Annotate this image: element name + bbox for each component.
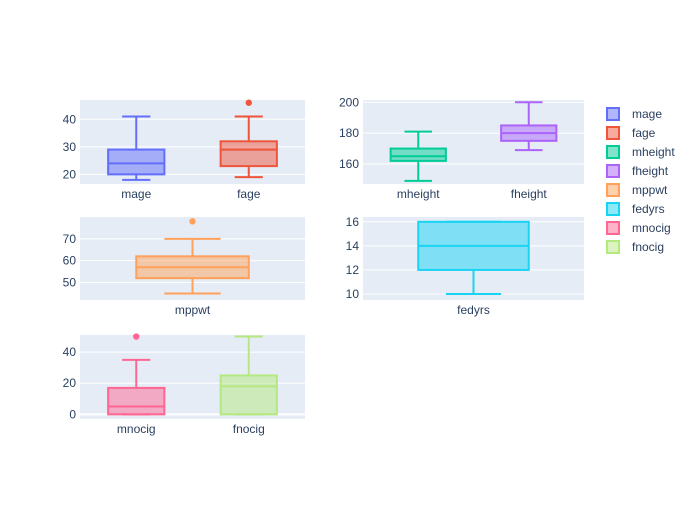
subplot-s4: 10 12 14 16 fedyrs <box>346 215 584 317</box>
y-tick-label: 40 <box>63 345 77 359</box>
y-tick-label: 200 <box>339 95 359 109</box>
legend-label: mheight <box>632 145 675 159</box>
legend-swatch <box>606 164 620 178</box>
box-mppwt[interactable] <box>135 218 250 295</box>
x-tick-label: mage <box>121 187 151 201</box>
legend-swatch <box>606 240 620 254</box>
subplot-s5: 0 20 40 mnocig fnocig <box>63 333 305 436</box>
y-tick-label: 10 <box>346 287 360 301</box>
box-iqr <box>389 147 447 162</box>
x-tick-label: fnocig <box>233 422 265 436</box>
y-tick-label: 20 <box>63 376 77 390</box>
legend-item-fage[interactable]: fage <box>606 126 656 140</box>
legend-swatch <box>606 183 620 197</box>
legend-item-mppwt[interactable]: mppwt <box>606 183 668 197</box>
subplot-s3: 50 60 70 mppwt <box>63 217 305 317</box>
y-tick-label: 0 <box>69 407 76 421</box>
x-tick-label: fheight <box>511 187 548 201</box>
legend-label: mage <box>632 107 662 121</box>
box-fheight[interactable] <box>500 101 558 152</box>
box-mnocig[interactable] <box>107 333 166 416</box>
legend-item-fheight[interactable]: fheight <box>606 164 669 178</box>
x-tick-label: mheight <box>397 187 440 201</box>
box-iqr <box>107 148 166 176</box>
box-mage[interactable] <box>107 115 166 181</box>
box-fedyrs[interactable] <box>417 220 530 295</box>
y-tick-label: 12 <box>346 263 360 277</box>
y-tick-label: 50 <box>63 276 77 290</box>
outlier-point <box>133 333 140 340</box>
legend-label: fedyrs <box>632 202 665 216</box>
legend-item-mage[interactable]: mage <box>606 107 662 121</box>
legend-swatch <box>606 202 620 216</box>
subplot-s2: 160 180 200 mheight fheight <box>339 95 584 201</box>
y-tick-label: 70 <box>63 232 77 246</box>
box-fage[interactable] <box>219 99 278 179</box>
legend-swatch <box>606 107 620 121</box>
legend-label: fage <box>632 126 656 140</box>
x-tick-label: fage <box>237 187 261 201</box>
box-iqr <box>219 140 278 168</box>
y-tick-label: 14 <box>346 239 360 253</box>
legend-label: fheight <box>632 164 669 178</box>
y-tick-label: 160 <box>339 157 359 171</box>
box-iqr <box>107 386 166 416</box>
outlier-point <box>189 218 196 225</box>
y-tick-label: 16 <box>346 215 360 229</box>
legend-item-mnocig[interactable]: mnocig <box>606 221 671 235</box>
x-tick-label: mppwt <box>175 303 211 317</box>
subplot-s1: 20 30 40 mage fage <box>63 99 305 201</box>
x-tick-label: mnocig <box>117 422 156 436</box>
y-tick-label: 40 <box>63 112 77 126</box>
outlier-point <box>245 99 252 106</box>
y-tick-label: 30 <box>63 140 77 154</box>
legend-label: mppwt <box>632 183 668 197</box>
box-fnocig[interactable] <box>219 335 278 416</box>
box-mheight[interactable] <box>389 130 447 182</box>
legend-item-fedyrs[interactable]: fedyrs <box>606 202 665 216</box>
subplot-background <box>363 100 584 184</box>
legend-item-fnocig[interactable]: fnocig <box>606 240 664 254</box>
y-tick-label: 180 <box>339 126 359 140</box>
legend-swatch <box>606 145 620 159</box>
x-tick-label: fedyrs <box>457 303 490 317</box>
legend-swatch <box>606 221 620 235</box>
y-tick-label: 60 <box>63 254 77 268</box>
legend-item-mheight[interactable]: mheight <box>606 145 675 159</box>
legend-label: mnocig <box>632 221 671 235</box>
box-iqr <box>219 374 278 416</box>
legend-label: fnocig <box>632 240 664 254</box>
legend: mage fage mheight fheight mppwt fedyrs mnocig f… <box>606 107 675 254</box>
y-tick-label: 20 <box>63 167 77 181</box>
legend-swatch <box>606 126 620 140</box>
